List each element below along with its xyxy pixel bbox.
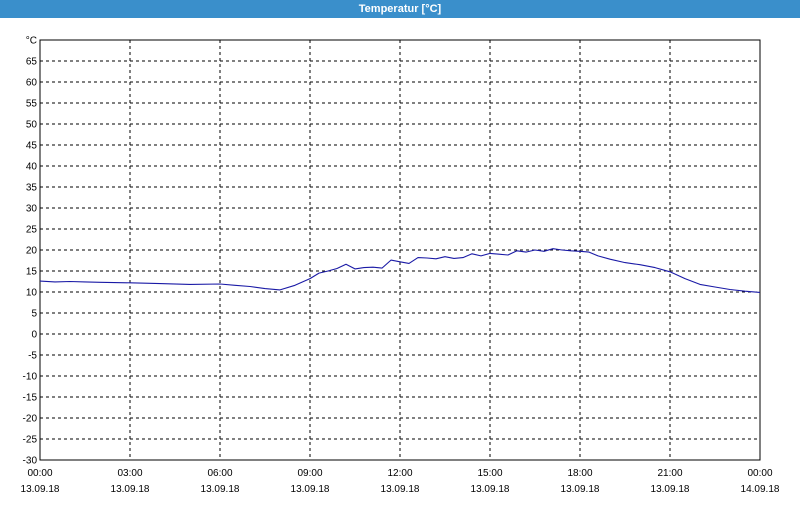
y-tick-label: 5 — [31, 309, 37, 320]
y-tick-label: -25 — [23, 435, 38, 446]
temperature-chart: °C65605550454035302520151050-5-10-15-20-… — [21, 36, 780, 496]
x-tick-date-label: 13.09.18 — [471, 484, 510, 495]
y-tick-label: -30 — [23, 456, 38, 467]
y-tick-label: 15 — [26, 267, 38, 278]
x-tick-time-label: 21:00 — [657, 468, 682, 479]
x-tick-date-label: 13.09.18 — [111, 484, 150, 495]
y-tick-label: -5 — [28, 351, 37, 362]
x-tick-date-label: 14.09.18 — [741, 484, 780, 495]
y-tick-label: 30 — [26, 204, 38, 215]
y-tick-label: 20 — [26, 246, 38, 257]
x-tick-time-label: 00:00 — [27, 468, 52, 479]
x-tick-time-label: 00:00 — [747, 468, 772, 479]
y-tick-label: 10 — [26, 288, 38, 299]
y-tick-label: 40 — [26, 162, 38, 173]
x-tick-time-label: 03:00 — [117, 468, 142, 479]
x-tick-date-label: 13.09.18 — [291, 484, 330, 495]
chart-area: °C 65 60 55 50 45 40 35 30 25 20 15 10 5 0 -5 -10 -15 -20-… — [0, 18, 800, 500]
temperature-series-line — [39, 248, 761, 293]
y-tick-label: 25 — [26, 225, 38, 236]
chart-title-bar: Temperatur [°C] — [0, 0, 800, 18]
x-tick-time-label: 12:00 — [387, 468, 412, 479]
y-tick-label: 65 — [26, 57, 38, 68]
x-tick-date-label: 13.09.18 — [201, 484, 240, 495]
y-tick-label: 35 — [26, 183, 38, 194]
y-axis-unit-label: °C — [26, 36, 37, 47]
y-tick-label: 60 — [26, 78, 38, 89]
y-tick-label: 55 — [26, 99, 38, 110]
y-tick-label: -15 — [23, 393, 38, 404]
y-tick-label: -10 — [23, 372, 38, 383]
x-tick-time-label: 18:00 — [567, 468, 592, 479]
y-tick-label: 45 — [26, 141, 38, 152]
x-tick-date-label: 13.09.18 — [651, 484, 690, 495]
x-tick-date-label: 13.09.18 — [21, 484, 60, 495]
x-tick-date-label: 13.09.18 — [381, 484, 420, 495]
y-tick-label: 50 — [26, 120, 38, 131]
x-tick-time-label: 09:00 — [297, 468, 322, 479]
y-tick-label: 0 — [31, 330, 37, 341]
plot-frame — [39, 39, 761, 461]
x-tick-date-label: 13.09.18 — [561, 484, 600, 495]
x-tick-time-label: 06:00 — [207, 468, 232, 479]
chart-title: Temperatur [°C] — [358, 3, 442, 15]
x-tick-time-label: 15:00 — [477, 468, 502, 479]
y-tick-label: -20 — [23, 414, 38, 425]
